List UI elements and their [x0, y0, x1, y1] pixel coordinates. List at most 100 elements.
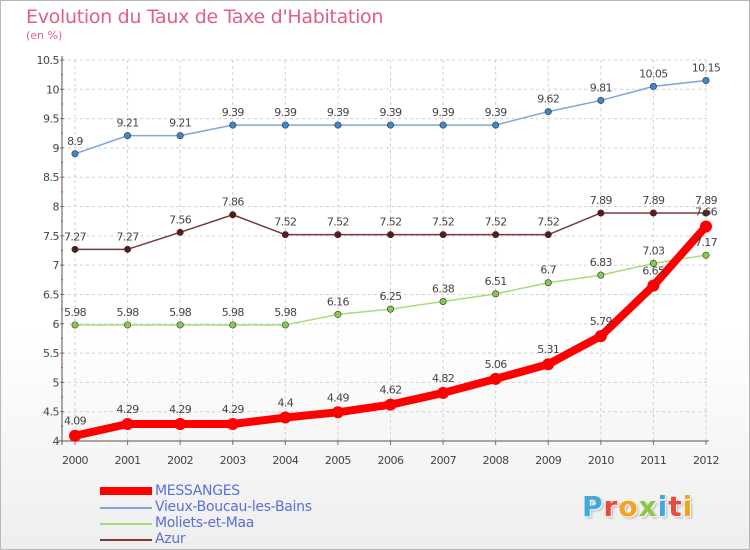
y-tick-label: 4.5 — [43, 406, 59, 419]
y-tick-label: 5.5 — [43, 347, 59, 360]
data-point-moliets-et-maa — [334, 310, 342, 318]
x-tick-label: 2000 — [62, 454, 88, 467]
data-point-azur — [649, 209, 657, 217]
y-tick-label: 9.5 — [43, 113, 59, 126]
data-point-azur — [386, 231, 394, 239]
data-point-azur — [544, 231, 552, 239]
x-tick-label: 2006 — [378, 454, 404, 467]
data-label-azur: 7.52 — [379, 216, 401, 229]
chart-title: Evolution du Taux de Taxe d'Habitation — [26, 6, 384, 28]
data-point-vieux-boucau-les-bains — [229, 121, 237, 129]
x-tick-label: 2003 — [220, 454, 246, 467]
logo-letter: t — [668, 490, 683, 523]
data-point-messanges — [384, 398, 397, 411]
x-tick-labels: 2000 2001 2002 2003 2004 2005 2006 2007 2008 2009… — [62, 454, 720, 467]
x-tick-label: 2008 — [483, 454, 509, 467]
logo-letter: i — [657, 490, 669, 523]
data-point-vieux-boucau-les-bains — [702, 77, 710, 85]
logo-letter: r — [603, 490, 619, 523]
data-point-vieux-boucau-les-bains — [439, 121, 447, 129]
data-label-vieux-boucau-les-bains: 9.39 — [485, 106, 508, 119]
data-label-azur: 7.89 — [590, 194, 613, 207]
data-label-moliets-et-maa: 7.17 — [695, 236, 718, 249]
data-point-moliets-et-maa — [176, 321, 184, 329]
data-label-moliets-et-maa: 6.51 — [485, 275, 507, 288]
legend-swatch-azur — [100, 539, 152, 541]
data-label-azur: 7.89 — [695, 194, 718, 207]
data-label-messanges: 4.82 — [432, 372, 454, 385]
x-tick-label: 2010 — [588, 454, 614, 467]
data-point-moliets-et-maa — [281, 321, 289, 329]
x-tick-label: 2004 — [272, 454, 298, 467]
data-label-vieux-boucau-les-bains: 9.39 — [222, 106, 245, 119]
y-tick-label: 5 — [53, 376, 60, 389]
legend-swatch-vieux-boucau — [100, 507, 152, 509]
y-tick-labels: 4 4.5 5 5.5 6 6.5 7 7.5 8 8.5 9 9.5 10 10.5 — [37, 54, 61, 448]
data-point-moliets-et-maa — [386, 305, 394, 313]
y-tick-label: 9 — [53, 142, 60, 155]
data-label-messanges: 4.29 — [222, 403, 245, 416]
data-point-vieux-boucau-les-bains — [597, 96, 605, 104]
axes — [58, 56, 709, 445]
data-label-messanges: 5.79 — [590, 315, 613, 328]
data-labels: 8.9 9.21 9.21 9.39 9.39 9.39 9.39 9.39 9.39 9.62 9… — [64, 62, 721, 428]
y-tick-label: 10.5 — [37, 54, 60, 67]
data-point-messanges — [437, 386, 450, 399]
data-label-messanges: 4.29 — [117, 403, 140, 416]
data-label-messanges: 7.66 — [695, 205, 718, 218]
data-point-azur — [176, 228, 184, 236]
data-label-vieux-boucau-les-bains: 9.39 — [327, 106, 350, 119]
data-label-vieux-boucau-les-bains: 9.39 — [432, 106, 455, 119]
x-tick-label: 2001 — [115, 454, 141, 467]
legend-swatch-messanges — [100, 487, 152, 495]
data-point-moliets-et-maa — [649, 259, 657, 267]
data-label-moliets-et-maa: 5.98 — [64, 306, 87, 319]
data-label-moliets-et-maa: 7.03 — [642, 244, 665, 257]
data-label-azur: 7.27 — [64, 230, 87, 243]
data-point-messanges — [647, 279, 660, 292]
data-label-messanges: 5.06 — [485, 358, 508, 371]
data-label-azur: 7.89 — [642, 194, 665, 207]
data-point-vieux-boucau-les-bains — [176, 132, 184, 140]
y-tick-label: 7 — [53, 259, 60, 272]
data-point-vieux-boucau-les-bains — [386, 121, 394, 129]
logo-letter: P — [582, 490, 604, 523]
data-label-vieux-boucau-les-bains: 10.05 — [639, 67, 668, 80]
chart-subtitle: (en %) — [26, 29, 63, 42]
x-tick-label: 2012 — [693, 454, 719, 467]
data-point-moliets-et-maa — [439, 297, 447, 305]
data-point-messanges — [121, 418, 134, 431]
series-group — [69, 77, 712, 442]
data-label-messanges: 5.31 — [537, 343, 559, 356]
data-label-azur: 7.27 — [117, 230, 140, 243]
data-label-vieux-boucau-les-bains: 8.9 — [67, 135, 83, 148]
data-label-moliets-et-maa: 6.83 — [590, 256, 613, 269]
data-point-moliets-et-maa — [229, 321, 237, 329]
x-tick-label: 2009 — [535, 454, 561, 467]
y-tick-label: 7.5 — [43, 230, 59, 243]
data-label-azur: 7.52 — [432, 216, 454, 229]
data-point-vieux-boucau-les-bains — [334, 121, 342, 129]
logo-letter: i — [682, 490, 694, 523]
data-label-vieux-boucau-les-bains: 9.39 — [379, 106, 402, 119]
legend-label-azur: Azur — [155, 531, 186, 547]
data-label-vieux-boucau-les-bains: 9.39 — [274, 106, 297, 119]
data-label-moliets-et-maa: 5.98 — [274, 306, 297, 319]
data-point-azur — [281, 231, 289, 239]
data-point-messanges — [174, 418, 187, 431]
data-point-azur — [71, 245, 79, 253]
data-point-messanges — [226, 418, 239, 431]
data-label-vieux-boucau-les-bains: 9.21 — [117, 117, 139, 130]
data-point-messanges — [594, 330, 607, 343]
data-label-vieux-boucau-les-bains: 9.21 — [169, 117, 191, 130]
data-label-azur: 7.52 — [485, 216, 507, 229]
y-tick-label: 8.5 — [43, 171, 59, 184]
data-label-moliets-et-maa: 6.16 — [327, 295, 350, 308]
data-point-messanges — [279, 411, 292, 424]
data-point-azur — [124, 245, 132, 253]
data-point-vieux-boucau-les-bains — [649, 82, 657, 90]
data-label-moliets-et-maa: 5.98 — [169, 306, 192, 319]
data-point-azur — [334, 231, 342, 239]
data-point-azur — [597, 209, 605, 217]
